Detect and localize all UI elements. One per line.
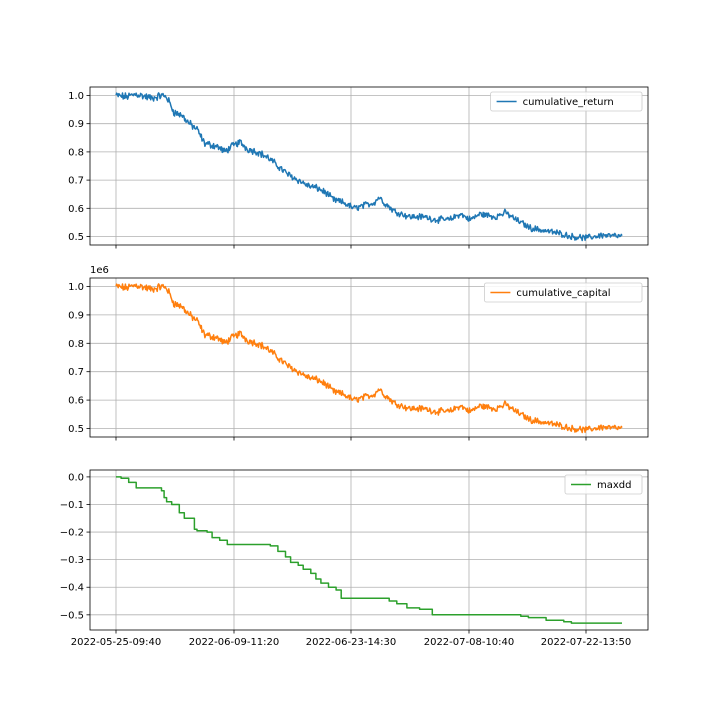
subplot-1: 0.5 0.6 0.7 0.8 0.9 1.0 cumulative_return [68,86,649,249]
legend-label: maxdd [597,480,631,491]
y-tick-label: −0.3 [60,555,84,566]
subplot-2: 0.5 0.6 0.7 0.8 0.9 1.0 1e6 cumulative_capital [68,265,649,441]
legend-label: cumulative_capital [516,288,610,299]
y-tick-label: 1.0 [68,282,84,293]
y-tick-label: 0.8 [68,147,84,158]
x-tick-label: 2022-07-08-10:40 [424,637,515,648]
x-tick-label: 2022-06-23-14:30 [306,637,397,648]
y-tick-label: −0.5 [60,610,84,621]
legend-box [490,91,643,112]
y-tick-label: 0.8 [68,339,84,350]
y-tick-label: 0.7 [68,176,84,187]
y-tick-label: 1.0 [68,91,84,102]
legend: cumulative_return [490,91,643,112]
y-tick-label: −0.1 [60,500,84,511]
axes-frame [89,277,649,438]
y-offset-label: 1e6 [90,265,109,276]
y-tick-label: 0.5 [68,424,84,435]
axes-frame [89,469,649,631]
legend-label: cumulative_return [523,97,614,108]
legend-box [564,474,643,495]
subplot-3: −0.5 −0.4 −0.3 −0.2 −0.1 0.0 2022-05-25-09:40 2… [60,469,649,648]
y-tick-label: 0.7 [68,367,84,378]
x-tick-label: 2022-07-22-13:50 [541,637,632,648]
legend: cumulative_capital [483,282,643,303]
x-tick-label: 2022-06-09-11:20 [189,637,280,648]
y-tick-label: −0.4 [60,583,84,594]
y-tick-label: 0.9 [68,119,84,130]
legend-box [483,282,643,303]
y-tick-label: 0.5 [68,232,84,243]
x-tick-label: 2022-05-25-09:40 [71,637,162,648]
y-tick-label: 0.6 [68,396,84,407]
series-line-cumulative_return [115,92,623,242]
legend: maxdd [564,474,643,495]
axes-frame [89,86,649,246]
series-line-cumulative_capital [115,283,623,434]
series-line-maxdd [116,476,622,624]
y-tick-label: −0.2 [60,528,84,539]
y-tick-label: 0.9 [68,310,84,321]
y-tick-label: 0.6 [68,204,84,215]
y-tick-label: 0.0 [68,472,84,483]
